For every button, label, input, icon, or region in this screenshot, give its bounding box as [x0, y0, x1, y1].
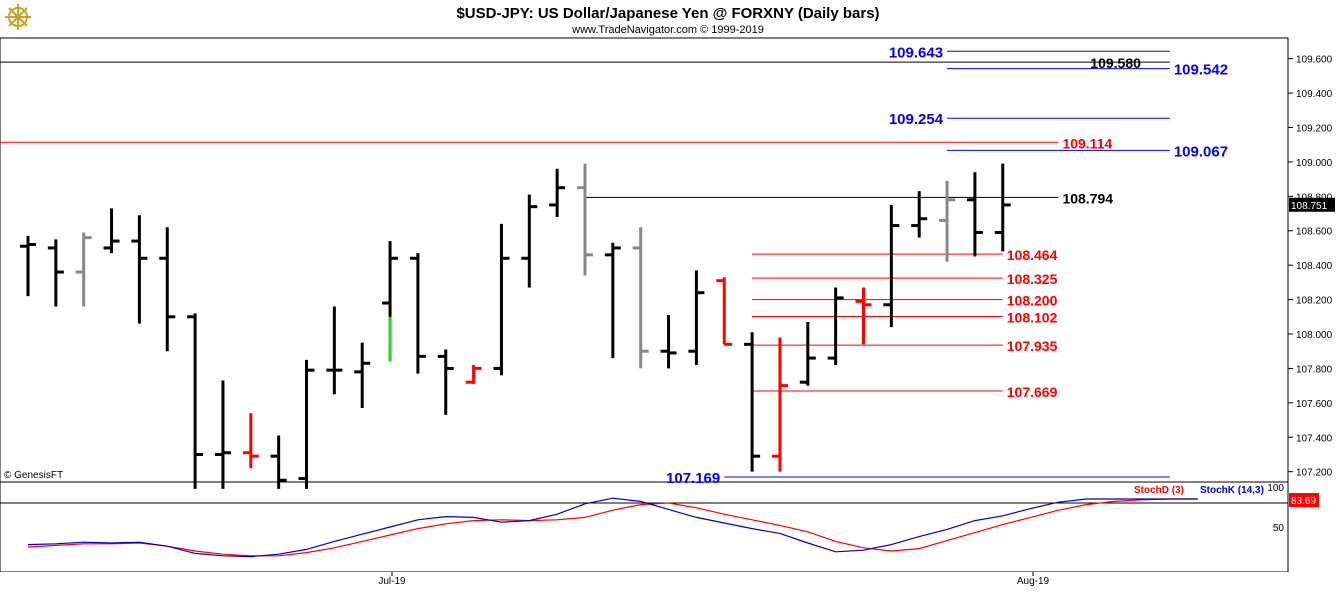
level-label: 109.114 [1062, 135, 1112, 151]
ohlc-bar [855, 287, 872, 345]
level-label: 108.794 [1062, 190, 1113, 206]
ohlc-bar [409, 253, 426, 374]
ohlc-bar [604, 242, 621, 359]
levels-layer: 109.643 109.580 109.542 109.254 109.114 109.0… [0, 44, 1228, 487]
ohlc-bar [827, 287, 844, 365]
ohlc-bar [465, 364, 482, 384]
x-tick-label: Jul-19 [378, 576, 406, 587]
last-price-box [1289, 197, 1335, 212]
last-price-label: 108.751 [1291, 201, 1328, 212]
ohlc-bar [326, 306, 343, 395]
price-tick-label: 107.600 [1296, 399, 1333, 410]
ohlc-bar [131, 215, 148, 324]
ohlc-bar [242, 413, 259, 469]
ohlc-bar [577, 163, 593, 276]
price-tick-label: 108.400 [1296, 261, 1333, 272]
ohlc-bar [660, 315, 677, 369]
stoch-k-legend: StochK (14,3) [1200, 485, 1264, 496]
level-label: 108.102 [1007, 309, 1058, 325]
ohlc-bar [382, 241, 399, 362]
price-tick-label: 109.600 [1296, 55, 1333, 66]
stoch-last-box [1289, 493, 1319, 508]
stoch-d-legend: StochD (3) [1134, 485, 1184, 496]
level-label: 109.254 [889, 111, 944, 128]
ohlc-bar [883, 204, 900, 328]
chart-subtitle: www.TradeNavigator.com © 1999-2019 [571, 24, 764, 36]
level-label: 107.169 [666, 470, 720, 487]
ohlc-bar [939, 180, 956, 262]
price-tick-label: 108.200 [1296, 296, 1333, 307]
stoch-tick-label: 100 [1267, 483, 1284, 494]
ohlc-bar [966, 172, 983, 257]
price-tick-label: 108.600 [1296, 227, 1333, 238]
ohlc-bar [75, 232, 92, 307]
ohlc-bar [354, 342, 371, 408]
level-label: 108.325 [1007, 271, 1058, 287]
price-tick-label: 107.800 [1296, 364, 1333, 375]
stoch-layer: 100 50 StochD (3) StochK (14,3) 83.69 [0, 483, 1319, 558]
x-tick-label: Aug-19 [1017, 576, 1050, 587]
x-axis: Jul-19 Aug-19 [378, 572, 1050, 587]
stoch-series-line [27, 498, 1198, 557]
stoch-tick-label: 50 [1273, 523, 1285, 534]
level-label: 109.643 [889, 44, 943, 61]
ohlc-bar [103, 208, 120, 254]
price-axis: 109.600109.400109.200109.000108.800108.6… [1288, 55, 1335, 479]
bars-layer [20, 163, 1011, 489]
ohlc-bar [911, 191, 928, 238]
level-label: 109.067 [1174, 143, 1228, 160]
ohlc-bar [771, 337, 788, 472]
level-label: 108.200 [1007, 293, 1058, 309]
ohlc-bar [744, 332, 761, 472]
ohlc-bar [47, 239, 64, 307]
level-label: 109.580 [1090, 55, 1141, 71]
price-tick-label: 109.400 [1296, 89, 1333, 100]
price-tick-label: 107.400 [1296, 433, 1333, 444]
price-tick-label: 109.200 [1296, 123, 1333, 134]
ohlc-bar [20, 235, 36, 297]
ohlc-bar [493, 223, 510, 376]
price-tick-label: 108.000 [1296, 330, 1333, 341]
stoch-series-line [27, 497, 1198, 558]
ohlc-bar [270, 435, 287, 489]
ohlc-bar [298, 359, 315, 489]
ohlc-bar [716, 277, 733, 346]
ohlc-bar [799, 321, 816, 386]
ohlc-bar [437, 349, 454, 415]
ohlc-bar [159, 227, 176, 352]
stoch-last-label: 83.69 [1291, 496, 1316, 507]
ohlc-bar [994, 163, 1011, 252]
level-label: 108.464 [1007, 247, 1058, 263]
ohlc-bar [688, 270, 705, 365]
ohlc-bar [187, 313, 204, 489]
chart-title: $USD-JPY: US Dollar/Japanese Yen @ FORXN… [456, 5, 879, 22]
genesis-watermark: © GenesisFT [4, 470, 63, 481]
ship-wheel-logo-icon [5, 4, 31, 30]
ohlc-bar [214, 380, 231, 489]
level-label: 107.935 [1007, 338, 1058, 354]
ohlc-bar [549, 168, 566, 217]
ohlc-bar [521, 194, 538, 288]
level-label: 109.542 [1174, 62, 1228, 79]
price-tick-label: 109.000 [1296, 158, 1333, 169]
ohlc-bar [632, 227, 649, 369]
level-label: 107.669 [1007, 384, 1058, 400]
price-tick-label: 107.200 [1296, 468, 1333, 479]
